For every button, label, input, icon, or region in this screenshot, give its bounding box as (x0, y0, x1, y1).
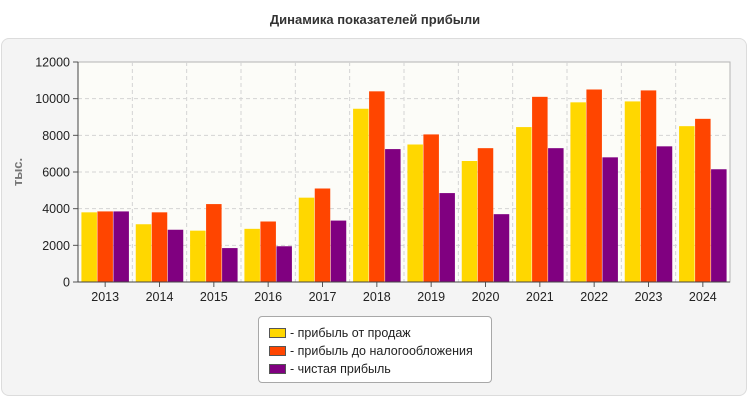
bar-series-3-2022 (602, 157, 618, 282)
bar-series-3-2013 (113, 211, 129, 282)
bar-series-3-2018 (385, 149, 401, 282)
bar-series-1-2013 (81, 212, 97, 282)
bar-series-1-2017 (298, 197, 315, 282)
bar-series-1-2024 (679, 126, 695, 283)
bar-series-2-2021 (532, 96, 548, 282)
y-tick-label: 12000 (35, 56, 70, 70)
bar-series-2-2022 (586, 89, 602, 282)
x-tick-label: 2018 (363, 290, 391, 304)
bar-series-3-2021 (548, 148, 564, 282)
bar-series-2-2016 (260, 221, 276, 282)
bar-series-2-2013 (97, 211, 113, 282)
x-tick-label: 2013 (91, 290, 119, 304)
bar-series-3-2019 (439, 193, 455, 282)
grid-layer (78, 62, 730, 282)
bar-series-2-2020 (477, 148, 494, 282)
x-tick-label: 2021 (526, 290, 554, 304)
bar-series-2-2023 (640, 90, 657, 283)
bar-series-2-2017 (314, 188, 331, 282)
bar-series-3-2020 (493, 214, 510, 282)
x-tick-label: 2016 (254, 290, 282, 304)
x-tick-label: 2020 (472, 290, 500, 304)
bar-series-2-2015 (206, 204, 222, 282)
x-tick-label: 2015 (200, 290, 228, 304)
axis-layer: 0 2000 4000 6000 8000 10000 12000 2013 2014 2015 2… (35, 56, 730, 304)
bar-series-3-2016 (276, 246, 292, 282)
y-tick-label: 10000 (35, 92, 70, 106)
legend-label-net-profit: - чистая прибыль (290, 362, 391, 376)
y-tick-label: 6000 (42, 166, 70, 180)
legend-swatch-pretax-profit (269, 346, 286, 356)
x-tick-label: 2019 (417, 290, 445, 304)
bar-series-3-2015 (222, 248, 238, 282)
bar-series-1-2016 (244, 228, 260, 282)
bar-series-1-2019 (407, 144, 423, 282)
legend: - прибыль от продаж - прибыль до налогоо… (258, 316, 492, 383)
bar-series-1-2021 (516, 127, 532, 282)
y-tick-label: 2000 (42, 239, 70, 253)
y-tick-label: 8000 (42, 129, 70, 143)
legend-label-pretax-profit: - прибыль до налогообложения (290, 344, 473, 358)
x-tick-label: 2024 (689, 290, 717, 304)
bar-series-3-2017 (330, 220, 347, 282)
y-axis-label: тыс. (10, 158, 25, 186)
y-tick-label: 4000 (42, 202, 70, 216)
x-tick-label: 2023 (635, 290, 663, 304)
bar-series-3-2024 (711, 169, 727, 282)
bar-series-2-2014 (151, 212, 168, 282)
legend-item-sales-profit: - прибыль от продаж (269, 324, 491, 342)
x-tick-label: 2022 (580, 290, 608, 304)
legend-item-pretax-profit: - прибыль до налогообложения (269, 342, 491, 360)
legend-swatch-net-profit (269, 364, 286, 374)
legend-swatch-sales-profit (269, 328, 286, 338)
bar-series-2-2019 (423, 134, 439, 282)
x-tick-label: 2017 (309, 290, 337, 304)
bar-series-2-2018 (369, 91, 385, 282)
legend-item-net-profit: - чистая прибыль (269, 360, 491, 378)
bars-layer (81, 89, 727, 283)
legend-label-sales-profit: - прибыль от продаж (290, 326, 411, 340)
bar-series-1-2015 (190, 230, 206, 282)
bar-series-1-2020 (461, 161, 478, 282)
bar-series-3-2023 (656, 146, 673, 282)
bar-series-1-2023 (624, 101, 641, 283)
bar-series-2-2024 (695, 118, 711, 282)
y-tick-label: 0 (63, 276, 70, 290)
bar-series-1-2014 (135, 224, 152, 282)
x-tick-label: 2014 (146, 290, 174, 304)
bar-series-1-2018 (353, 108, 369, 282)
bar-series-1-2022 (570, 102, 586, 282)
chart-title: Динамика показателей прибыли (269, 12, 481, 27)
bar-series-3-2014 (167, 229, 184, 282)
